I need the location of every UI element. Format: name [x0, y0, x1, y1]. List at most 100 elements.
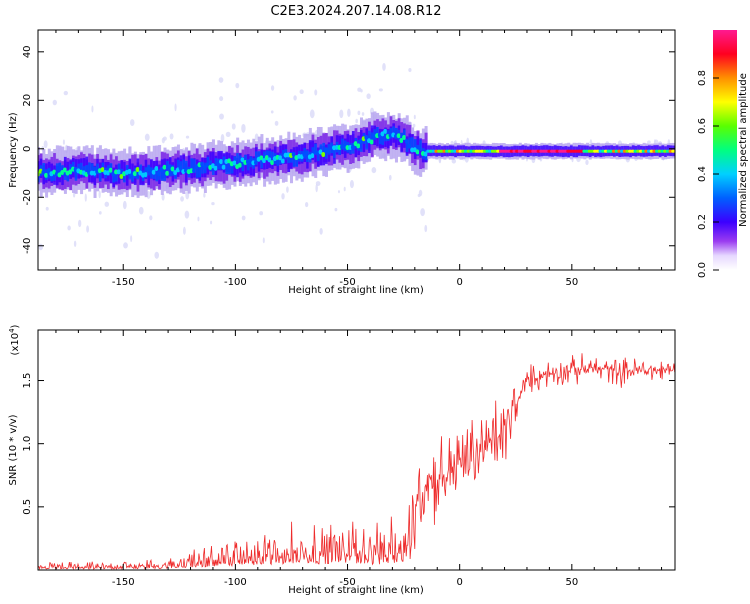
spectrogram-speckle — [52, 99, 57, 106]
colorbar-ticks: 0.0 0.2 0.4 0.6 0.8 — [697, 70, 719, 278]
spectrogram-x-axis-label: Height of straight line (km) — [288, 285, 424, 296]
spectrogram-cell — [370, 132, 374, 144]
spectrogram-cell — [368, 133, 372, 154]
spectrogram-speckle — [371, 167, 377, 174]
spectrogram-cell — [193, 159, 197, 170]
spectrogram-cell — [214, 158, 218, 169]
spectrogram-peak — [326, 148, 331, 154]
spectrogram-cell — [257, 151, 261, 162]
spectrogram-x-tick-label: -100 — [224, 277, 247, 288]
spectrogram-peak — [219, 159, 224, 165]
spectrogram-speckle — [254, 133, 259, 141]
spectrogram-y-axis-label: Frequency (Hz) — [8, 112, 19, 188]
spectrogram-speckle — [220, 134, 225, 143]
snr-series-line — [38, 353, 675, 570]
spectrogram-cell — [166, 160, 170, 172]
spectrogram-cell — [38, 171, 40, 183]
spectrogram-speckle — [73, 240, 77, 247]
spectrogram-cell — [392, 126, 396, 138]
spectrogram-peak — [165, 170, 170, 176]
spectrogram-peak — [157, 171, 162, 177]
spectrogram-cell — [368, 130, 372, 142]
spectrogram-peak — [100, 167, 105, 173]
snr-x-tick-label: -150 — [112, 577, 135, 588]
colorbar-tick-label: 0.0 — [697, 262, 708, 278]
spectrogram-cell — [66, 170, 70, 182]
spectrogram-speckle — [299, 89, 304, 95]
spectrogram-peak — [154, 166, 159, 172]
spectrogram-speckle — [451, 158, 457, 164]
spectrogram-cell — [63, 156, 67, 177]
spectrogram-speckle — [174, 103, 177, 112]
spectrogram-cell — [413, 139, 417, 150]
spectrogram-cell — [225, 163, 229, 175]
spectrogram-cell — [238, 155, 242, 167]
spectrogram-cell — [174, 158, 178, 178]
spectrogram-peak — [407, 143, 412, 149]
spectrogram-speckle — [129, 119, 135, 127]
spectrogram-peak — [232, 160, 237, 166]
spectrogram-speckle — [169, 133, 174, 140]
spectrogram-cell — [155, 170, 159, 182]
spectrogram-cell — [90, 163, 94, 175]
spectrogram-speckle — [185, 135, 190, 139]
spectrogram-cell — [314, 143, 318, 155]
spectrogram-speckle — [389, 174, 392, 181]
spectrogram-cell — [168, 165, 172, 177]
spectrogram-y-tick-label: 40 — [22, 45, 33, 58]
spectrogram-speckle — [84, 193, 87, 202]
spectrogram-cell — [394, 127, 398, 139]
spectrogram-peak — [305, 150, 310, 156]
spectrogram-speckle — [339, 109, 344, 119]
spectrogram-cell — [185, 160, 189, 172]
spectrogram-speckle — [293, 95, 297, 101]
spectrogram-speckle — [225, 131, 231, 137]
snr-x-tick-label: -100 — [224, 577, 247, 588]
spectrogram-cell — [120, 168, 124, 180]
spectrogram-peak — [321, 152, 326, 158]
spectrogram-peak — [62, 167, 67, 173]
spectrogram-peak — [151, 169, 156, 175]
spectrogram-cell — [281, 150, 285, 161]
spectrogram-x-tick-label: 50 — [565, 277, 578, 288]
spectrogram-cell — [295, 156, 299, 167]
spectrogram-cell — [400, 132, 404, 144]
spectrogram-cell — [351, 131, 355, 151]
spectrogram-speckle — [78, 219, 82, 228]
spectrogram-speckle — [262, 237, 265, 244]
spectrogram-cell — [201, 163, 205, 174]
spectrogram-peak — [135, 167, 140, 173]
spectrogram-speckle — [343, 186, 346, 192]
spectrogram-speckle — [647, 140, 651, 144]
spectrogram-peak — [162, 164, 167, 170]
spectrogram-speckle — [412, 123, 416, 128]
spectrogram-speckle — [63, 90, 69, 96]
spectrogram-peak — [310, 153, 315, 159]
spectrogram-cell — [98, 170, 102, 182]
colorbar-gradient — [713, 30, 737, 270]
spectrogram-peak — [278, 155, 283, 161]
spectrogram-speckle — [86, 225, 90, 233]
spectrogram-speckle — [337, 190, 340, 194]
spectrogram-speckle — [154, 251, 160, 259]
snr-y-multiplier: (x104) — [8, 324, 21, 355]
spectrogram-peak — [127, 168, 132, 174]
spectrogram-peak — [170, 166, 175, 172]
spectrogram-cell — [333, 147, 337, 159]
spectrogram-peak — [221, 164, 226, 170]
snr-y-axis-label: SNR (10 * v/v) — [8, 414, 19, 485]
spectrogram-cell — [341, 138, 345, 150]
spectrogram-cell — [198, 166, 202, 178]
spectrogram-speckle — [210, 220, 213, 225]
spectrogram-cell — [163, 170, 167, 181]
spectrogram-speckle — [418, 189, 423, 197]
spectrogram-speckle — [270, 110, 274, 114]
snr-ticks: -150 -100 -50 0 50 0.5 1.0 1.5 — [22, 330, 675, 588]
spectrogram-cell — [115, 170, 119, 182]
spectrogram-speckle — [259, 211, 264, 216]
spectrogram-speckle — [319, 228, 323, 235]
spectrogram-peak — [143, 172, 148, 178]
spectrogram-cell — [246, 159, 250, 171]
